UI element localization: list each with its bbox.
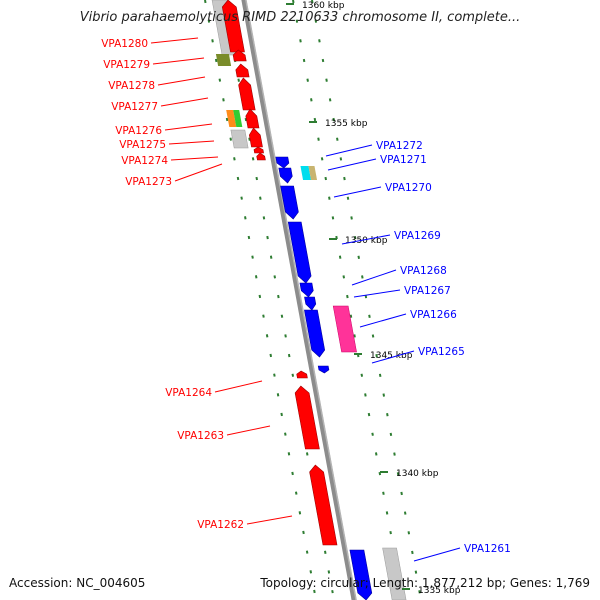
leader-line	[157, 76, 206, 86]
cog-block-green	[233, 110, 243, 127]
map-title: Vibrio parahaemolyticus RIMD 2210633 chr…	[79, 10, 521, 25]
gene-label-vpa1278[interactable]: VPA1278	[108, 80, 155, 92]
gene-label-vpa1273[interactable]: VPA1273	[125, 176, 172, 188]
gene-label-vpa1263[interactable]: VPA1263	[177, 430, 224, 442]
leader-line	[160, 97, 209, 107]
genome-backbone	[241, 0, 357, 600]
scale-label: 1340 kbp	[396, 469, 439, 479]
leader-line	[174, 163, 223, 182]
gene-label-vpa1280[interactable]: VPA1280	[101, 38, 148, 50]
leader-line	[341, 234, 391, 245]
gene-arrow-vpa1278[interactable]	[235, 63, 250, 78]
gene-label-vpa1269[interactable]: VPA1269	[394, 230, 441, 242]
gene-label-vpa1279[interactable]: VPA1279	[103, 59, 150, 71]
gene-label-vpa1265[interactable]: VPA1265	[418, 346, 465, 358]
leader-line	[325, 144, 373, 157]
leader-line	[150, 37, 199, 44]
cog-block-cyan	[300, 166, 312, 180]
scale-label: 1355 kbp	[325, 119, 368, 129]
scale-label: 1350 kbp	[345, 236, 388, 246]
scale-label: 1335 kbp	[418, 586, 461, 596]
gene-label-vpa1261[interactable]: VPA1261	[464, 543, 511, 555]
gene-label-vpa1277[interactable]: VPA1277	[111, 101, 158, 113]
accession-text: Accession: NC_004605	[9, 576, 146, 590]
leader-line	[351, 269, 397, 286]
gene-label-vpa1272[interactable]: VPA1272	[376, 140, 423, 152]
leader-line	[164, 123, 213, 131]
gene-arrow-vpa1272[interactable]	[275, 156, 290, 169]
gene-label-vpa1275[interactable]: VPA1275	[119, 139, 166, 151]
gene-arrow-vpa1266[interactable]	[304, 309, 326, 358]
leader-line	[413, 547, 461, 562]
leader-line	[214, 380, 263, 393]
genome-backbone-highlight	[245, 0, 357, 600]
gene-label-vpa1262[interactable]: VPA1262	[197, 519, 244, 531]
leader-line	[333, 186, 382, 198]
cog-block-grey-2	[230, 129, 249, 149]
gene-arrow-vpa1262[interactable]	[309, 464, 338, 546]
scale-labels: 1360 kbp 1355 kbp 1350 kbp 1345 kbp 1340 kbp…	[286, 1, 461, 596]
gene-label-vpa1274[interactable]: VPA1274	[121, 155, 168, 167]
gene-label-vpa1268[interactable]: VPA1268	[400, 265, 447, 277]
gene-arrow-vpa1277[interactable]	[238, 77, 256, 111]
dotted-track-outer-right	[311, 0, 422, 600]
gene-label-vpa1264[interactable]: VPA1264	[165, 387, 212, 399]
gene-arrow-vpa1261[interactable]	[349, 549, 373, 600]
gene-arrow-vpa1279[interactable]	[232, 49, 247, 62]
leader-line	[359, 313, 407, 328]
leader-line	[168, 140, 215, 145]
cog-block-magenta	[332, 305, 357, 353]
cog-block-olive	[215, 54, 232, 66]
scale-label: 1360 kbp	[302, 1, 345, 11]
dotted-track-inner-right	[292, 0, 404, 600]
cog-block-tan	[308, 166, 318, 180]
leader-line	[371, 350, 415, 364]
gene-arrow-vpa1263[interactable]	[294, 385, 320, 450]
gene-arrow-vpa1270[interactable]	[280, 185, 299, 220]
gene-arrow-vpa1274[interactable]	[253, 146, 264, 154]
scale-label: 1345 kbp	[370, 351, 413, 361]
genome-summary-text: Topology: circular; Length: 1,877,212 bp…	[260, 576, 590, 590]
gene-label-vpa1266[interactable]: VPA1266	[410, 309, 457, 321]
gene-arrow-vpa1276[interactable]	[245, 108, 260, 129]
gene-arrows	[221, 0, 373, 600]
leader-line	[152, 57, 205, 65]
gene-arrow-vpa1269[interactable]	[287, 221, 312, 284]
gene-arrow-vpa1271[interactable]	[278, 167, 293, 184]
gene-labels: VPA1280 VPA1279 VPA1278 VPA1277 VPA1276 VPA12…	[101, 37, 511, 562]
dotted-track-outer-left	[204, 0, 317, 600]
gene-label-vpa1267[interactable]: VPA1267	[404, 285, 451, 297]
leader-line	[353, 289, 401, 298]
leader-line	[170, 156, 219, 161]
cog-block-orange	[226, 110, 237, 127]
gene-arrow-vpa1275[interactable]	[248, 127, 263, 148]
gene-label-vpa1270[interactable]: VPA1270	[385, 182, 432, 194]
gene-arrow-vpa1265[interactable]	[317, 365, 330, 374]
gene-arrow-vpa1273[interactable]	[256, 152, 266, 161]
gene-arrow-vpa1264[interactable]	[296, 370, 308, 379]
gene-label-vpa1276[interactable]: VPA1276	[115, 125, 162, 137]
leader-line	[327, 158, 377, 171]
gene-label-vpa1271[interactable]: VPA1271	[380, 154, 427, 166]
leader-line	[246, 515, 293, 525]
gene-arrow-vpa1267[interactable]	[304, 296, 317, 311]
cog-block-grey-3	[382, 547, 407, 600]
leader-line	[226, 425, 271, 436]
gene-arrow-vpa1268[interactable]	[299, 282, 314, 298]
